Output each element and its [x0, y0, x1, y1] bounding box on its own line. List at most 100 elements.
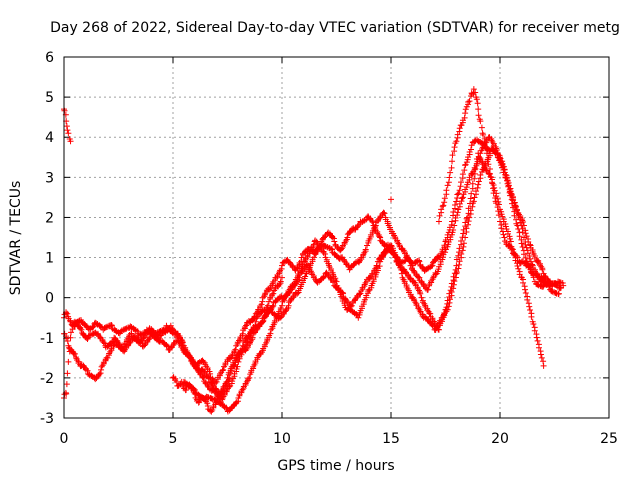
data-point-interp [213, 387, 220, 394]
data-point [298, 254, 305, 261]
data-point [464, 214, 471, 221]
data-point-interp [512, 203, 519, 210]
data-point-interp [530, 320, 537, 327]
data-point [558, 284, 565, 291]
y-axis-label: SDTVAR / TECUs [8, 181, 24, 296]
x-tick-label: 0 [60, 431, 69, 447]
data-point [435, 218, 442, 225]
data-point-interp [456, 261, 463, 268]
data-point [178, 378, 185, 385]
data-point-interp [109, 338, 116, 345]
data-point [501, 234, 508, 241]
data-point [520, 234, 527, 241]
data-point-interp [468, 190, 475, 197]
data-point-interp [485, 134, 492, 141]
y-tick-label: 6 [45, 50, 54, 66]
data-point-interp [428, 263, 435, 270]
data-point [98, 366, 105, 373]
data-point-interp [477, 172, 484, 179]
data-point-interp [365, 288, 372, 295]
data-point-interp [528, 313, 535, 320]
data-point-interp [89, 324, 96, 331]
data-point [270, 290, 277, 297]
data-point-interp [520, 279, 527, 286]
y-tick-label: 4 [45, 130, 54, 146]
data-point [67, 334, 74, 341]
data-point [331, 238, 338, 245]
data-point-interp [446, 290, 453, 297]
data-point-interp [485, 161, 492, 168]
y-tick-label: 5 [45, 90, 54, 106]
data-point-interp [559, 280, 566, 287]
data-point-interp [504, 177, 511, 184]
data-point-interp [513, 253, 520, 260]
data-point [398, 270, 405, 277]
data-point-interp [372, 223, 379, 230]
data-point [462, 110, 469, 117]
data-point-interp [441, 242, 448, 249]
data-point-interp [493, 147, 500, 154]
data-point-interp [221, 386, 228, 393]
x-tick-label: 10 [273, 431, 291, 447]
data-point-interp [465, 98, 472, 105]
data-point [244, 334, 251, 341]
data-point-interp [441, 199, 448, 206]
x-axis-label: GPS time / hours [277, 458, 394, 474]
data-point-interp [495, 208, 502, 215]
data-point-interp [516, 233, 523, 240]
data-point [444, 182, 451, 189]
data-point-interp [188, 357, 195, 364]
data-point-interp [449, 152, 456, 159]
data-point [470, 86, 477, 93]
data-point [187, 382, 194, 389]
data-point-interp [438, 206, 445, 213]
data-point-interp [452, 266, 459, 273]
data-point-interp [443, 304, 450, 311]
data-point-interp [475, 178, 482, 185]
data-point [294, 290, 301, 297]
data-point-interp [527, 258, 534, 265]
x-tick-label: 25 [600, 431, 618, 447]
data-point-interp [416, 306, 423, 313]
data-point-interp [443, 187, 450, 194]
data-point-interp [475, 181, 482, 188]
data-point [222, 382, 229, 389]
data-point-interp [467, 146, 474, 153]
y-tick-label: -1 [40, 331, 54, 347]
data-point-interp [459, 195, 466, 202]
data-point [268, 326, 275, 333]
data-point-interp [538, 354, 545, 361]
data-point-interp [451, 270, 458, 277]
data-point [226, 374, 233, 381]
data-point-interp [474, 184, 481, 191]
data-point-interp [469, 203, 476, 210]
data-point [466, 98, 473, 105]
data-point [128, 330, 135, 337]
data-point-interp [441, 309, 448, 316]
data-point-interp [471, 175, 478, 182]
data-point-interp [64, 127, 71, 134]
data-point-interp [264, 302, 271, 309]
data-point [65, 130, 72, 137]
data-point-interp [522, 290, 529, 297]
data-point [64, 310, 71, 317]
data-point-interp [498, 225, 505, 232]
data-point-interp [456, 245, 463, 252]
data-point-interp [537, 351, 544, 358]
data-point-interp [299, 261, 306, 268]
data-point-interp [67, 329, 74, 336]
data-point [357, 290, 364, 297]
data-point [355, 314, 362, 321]
data-point [388, 196, 394, 203]
data-point-interp [234, 354, 241, 361]
data-point-interp [467, 200, 474, 207]
data-point-interp [465, 205, 472, 212]
data-point-interp [345, 306, 352, 313]
data-point-interp [66, 348, 73, 355]
data-point-interp [461, 167, 468, 174]
y-tick-label: 3 [45, 170, 54, 186]
data-point-interp [466, 149, 473, 156]
data-point-interp [493, 200, 500, 207]
data-point-interp [342, 237, 349, 244]
data-point-interp [484, 156, 491, 163]
